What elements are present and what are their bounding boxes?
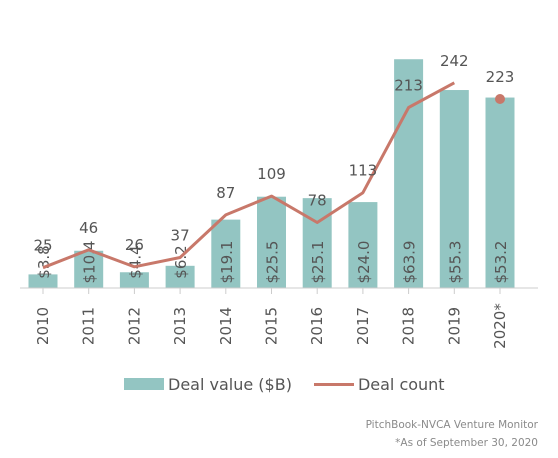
legend-line-swatch <box>313 382 354 386</box>
x-label-2019: 2019 <box>445 307 463 345</box>
source-note: PitchBook-NVCA Venture Monitor *As of Se… <box>366 416 538 452</box>
legend-line-label: Deal count <box>357 374 445 394</box>
count-label-2012: 26 <box>125 236 144 254</box>
bar-label-2017: $24.0 <box>355 241 373 284</box>
deal-count-markers <box>495 94 505 105</box>
count-label-2017: 113 <box>349 162 378 180</box>
legend-bar-swatch <box>124 378 164 390</box>
x-ticks <box>42 288 501 294</box>
x-label-2015: 2015 <box>263 307 281 345</box>
deal-count-line <box>42 81 456 270</box>
bar-2012 <box>119 272 149 288</box>
bar-2020* <box>485 97 515 288</box>
x-label-2014: 2014 <box>217 307 235 345</box>
count-label-2016: 78 <box>308 192 327 210</box>
source-line: PitchBook-NVCA Venture Monitor <box>365 419 538 431</box>
bar-2014 <box>211 219 241 288</box>
count-label-2010: 25 <box>33 237 52 255</box>
x-label-2016: 2016 <box>308 307 326 345</box>
bar-2015 <box>257 196 286 288</box>
bar-2016 <box>302 198 332 288</box>
bar-2010 <box>28 274 58 288</box>
footnote-line: *As of September 30, 2020 <box>395 437 538 449</box>
bar-2013 <box>165 265 195 288</box>
x-label-2020*: 2020* <box>491 303 509 349</box>
count-label-2019: 242 <box>440 52 469 70</box>
bar-2019 <box>439 90 469 288</box>
count-label-2020*: 223 <box>486 68 515 86</box>
bar-value-labels: $3.8 $10.4 $4.4 $6.2 $19.1 $25.5 $25.1 $24.0 $63… <box>35 241 510 284</box>
bar-label-2019: $55.3 <box>446 241 464 284</box>
bar-label-2015: $25.5 <box>264 241 282 284</box>
x-label-2012: 2012 <box>125 307 143 345</box>
count-label-2011: 46 <box>79 219 98 237</box>
count-label-2013: 37 <box>171 226 190 244</box>
count-label-2015: 109 <box>257 165 286 183</box>
count-label-2018: 213 <box>394 77 423 95</box>
x-label-2010: 2010 <box>34 307 52 345</box>
bar-2017 <box>348 202 378 288</box>
deal-count-labels: 25 46 26 37 87 109 78 113 213 242 223 <box>33 52 514 255</box>
x-label-2017: 2017 <box>354 307 372 345</box>
bar-label-2014: $19.1 <box>218 241 236 284</box>
bar-2011 <box>74 250 104 288</box>
bar-label-2020*: $53.2 <box>492 241 510 284</box>
bar-label-2018: $63.9 <box>401 241 419 284</box>
legend: Deal value ($B) Deal count <box>124 372 445 396</box>
bar-label-2011: $10.4 <box>81 241 99 284</box>
bar-label-2010: $3.8 <box>35 245 53 278</box>
x-label-2013: 2013 <box>171 307 189 345</box>
legend-bar-label: Deal value ($B) <box>168 374 292 394</box>
count-label-2014: 87 <box>216 184 235 202</box>
bar-label-2016: $25.1 <box>309 241 327 284</box>
bar-2018 <box>394 59 424 288</box>
count-marker-2020* <box>495 94 505 105</box>
x-label-2018: 2018 <box>400 307 418 345</box>
bar-series <box>28 59 515 288</box>
bar-label-2012: $4.4 <box>126 245 144 278</box>
x-tick-labels: 2010 2011 2012 2013 2014 2015 2016 2017 2018 2019… <box>34 303 509 349</box>
x-label-2011: 2011 <box>80 307 98 345</box>
